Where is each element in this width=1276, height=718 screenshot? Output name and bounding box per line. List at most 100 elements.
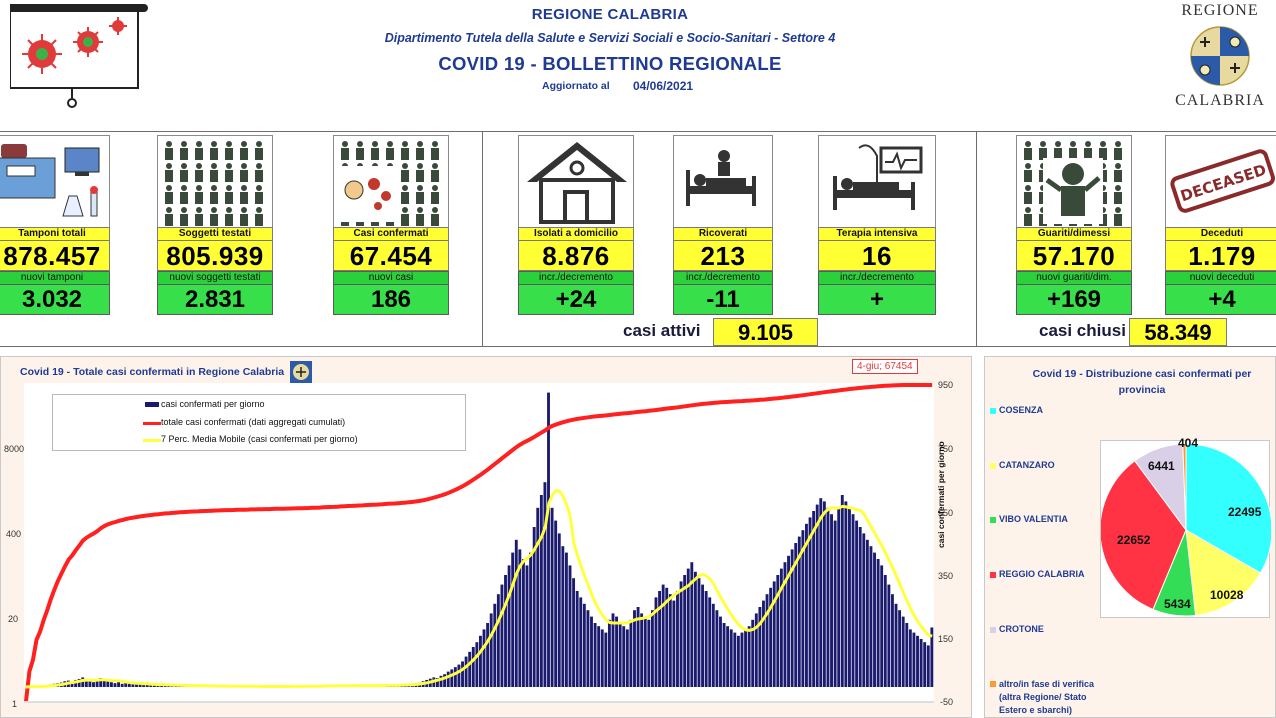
daily-cases-bar (923, 642, 927, 687)
daily-cases-bar (568, 565, 572, 687)
daily-cases-bar (507, 565, 511, 687)
card-label: Guariti/dimessi (1016, 227, 1132, 241)
card-label: Tamponi totali (0, 227, 110, 241)
daily-cases-bar (446, 671, 450, 687)
daily-cases-bar (851, 514, 855, 687)
daily-cases-bar (464, 656, 468, 687)
daily-cases-bar (618, 623, 622, 687)
daily-cases-bar (722, 623, 726, 687)
daily-cases-bar (135, 684, 138, 687)
daily-cases-bar (805, 523, 808, 687)
daily-cases-bar (711, 603, 715, 687)
cases-chart (24, 383, 934, 703)
card-sub-value: 186 (333, 285, 449, 315)
daily-cases-bar (120, 683, 124, 687)
daily-cases-bar (127, 683, 131, 687)
daily-cases-bar (586, 610, 590, 687)
daily-cases-bar (84, 680, 88, 687)
daily-cases-bar (554, 520, 558, 687)
daily-cases-bar (482, 629, 486, 687)
daily-cases-bar (894, 603, 898, 687)
daily-cases-bar (883, 575, 887, 687)
card-sub-label: nuovi guariti/dim. (1016, 271, 1132, 285)
province-pie-chart (1099, 443, 1273, 617)
daily-cases-bar (848, 507, 851, 687)
daily-cases-bar (92, 682, 95, 687)
closed-cases-value: 58.349 (1129, 318, 1227, 346)
daily-cases-bar (776, 575, 780, 687)
daily-cases-bar (557, 533, 561, 687)
daily-cases-bar (443, 674, 447, 687)
card-sub-value: 2.831 (157, 285, 273, 315)
right-axis-tick: 550 (938, 508, 954, 518)
pie-title: Covid 19 - Distribuzione casi confermati… (1032, 368, 1252, 396)
daily-cases-bar (873, 552, 876, 687)
card-sub-label: incr./decremento (518, 271, 634, 285)
card-terapia-intensiva: Terapia intensiva 16 incr./decremento + (818, 135, 936, 315)
daily-cases-bar (500, 584, 504, 687)
daily-cases-bar (880, 565, 884, 687)
legend-reggio-calabria: REGGIO CALABRIA (999, 569, 1085, 579)
daily-cases-bar (579, 597, 583, 687)
daily-cases-bar (676, 591, 679, 687)
daily-cases-bar (668, 594, 672, 687)
legend-swatch-cumulative (143, 422, 161, 425)
pie-slice (1099, 460, 1187, 611)
legend-label-ma: 7 Perc. Media Mobile (casi confermati pe… (161, 434, 358, 444)
legend-swatch-bars (145, 402, 159, 407)
card-ricoverati: Ricoverati 213 incr./decremento -11 (673, 135, 773, 315)
daily-cases-bar (891, 594, 894, 687)
daily-cases-bar (525, 565, 529, 687)
legend-swatch-reggio (990, 572, 996, 578)
daily-cases-bar (436, 678, 439, 687)
daily-cases-bar (117, 681, 121, 687)
card-value: 67.454 (333, 241, 449, 271)
daily-cases-bar (801, 530, 805, 687)
card-sub-label: nuovi deceduti (1165, 271, 1276, 285)
daily-cases-bar (787, 555, 790, 687)
updated-date: 04/06/2021 (633, 79, 694, 93)
daily-cases-bar (539, 495, 543, 687)
daily-cases-bar (701, 584, 704, 687)
daily-cases-bar (844, 501, 848, 687)
daily-cases-bar (518, 549, 522, 687)
daily-cases-bar (908, 629, 912, 687)
daily-cases-bar (865, 539, 869, 687)
daily-cases-bar (597, 626, 601, 687)
daily-cases-bar (887, 584, 891, 687)
pie-slice (1182, 443, 1187, 531)
daily-cases-bar (149, 685, 153, 687)
daily-cases-bar (808, 517, 812, 687)
daily-cases-bar (479, 635, 482, 687)
daily-cases-bar (769, 587, 773, 687)
daily-cases-bar (77, 679, 81, 687)
daily-cases-bar (593, 623, 597, 687)
card-label: Casi confermati (333, 227, 449, 241)
daily-cases-bar (833, 520, 837, 687)
daily-cases-bar (797, 536, 801, 687)
daily-cases-bar (504, 575, 507, 687)
card-value: 57.170 (1016, 241, 1132, 271)
daily-cases-bar (826, 507, 830, 687)
daily-cases-bar (145, 684, 149, 687)
daily-cases-bar (615, 616, 619, 687)
card-sub-value: +169 (1016, 285, 1132, 315)
card-sub-value: -11 (673, 285, 773, 315)
daily-cases-bar (654, 597, 658, 687)
left-axis-tick: 8000 (4, 444, 25, 454)
daily-cases-bar (600, 629, 604, 687)
legend-swatch-cosenza (990, 408, 996, 414)
closed-cases-label: casi chiusi (1039, 321, 1126, 340)
daily-cases-bar (693, 571, 697, 687)
daily-cases-bar (543, 482, 547, 687)
daily-cases-bar (106, 680, 110, 687)
daily-cases-bar (625, 629, 629, 687)
legend-label-bars: casi confermati per giorno (161, 399, 265, 409)
region-calabria-logo: REGIONE CALABRIA (1172, 2, 1268, 112)
daily-cases-bar (496, 594, 500, 687)
card-label: Terapia intensiva (818, 227, 936, 241)
daily-cases-bar (629, 619, 633, 687)
infected-person-icon (333, 135, 449, 227)
daily-cases-bar (830, 514, 833, 687)
card-sub-value: +24 (518, 285, 634, 315)
